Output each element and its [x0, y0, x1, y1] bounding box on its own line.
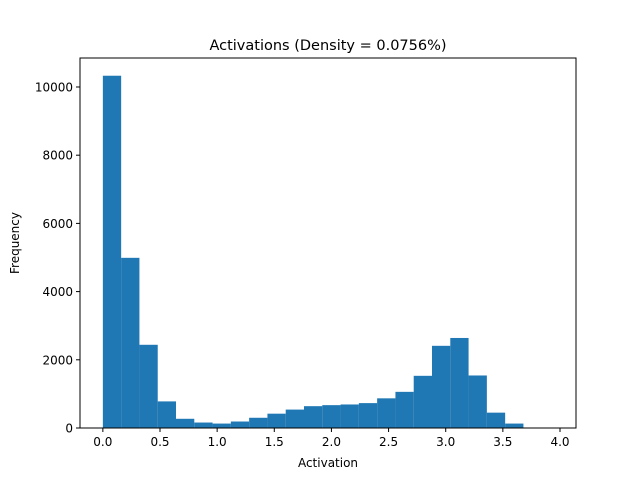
- histogram-bar: [139, 344, 158, 428]
- x-tick-label: 3.0: [436, 435, 455, 449]
- histogram-bar: [267, 413, 286, 428]
- histogram-bar: [358, 403, 378, 428]
- x-axis-label: Activation: [298, 456, 358, 470]
- histogram-bar: [450, 337, 469, 428]
- y-tick-label: 4000: [42, 285, 73, 299]
- histogram-bar: [212, 423, 231, 428]
- y-tick-label: 0: [65, 422, 73, 436]
- histogram-bar: [102, 75, 122, 428]
- x-axis: 0.0 0.5 1.0 1.5 2.0 2.5 3.0 3.5 4.0: [93, 428, 570, 449]
- y-tick-label: 10000: [35, 80, 73, 94]
- y-tick-label: 2000: [42, 353, 73, 367]
- histogram-bar: [432, 345, 451, 428]
- x-tick-label: 1.5: [265, 435, 284, 449]
- y-axis: 0 2000 4000 6000 8000 10000: [35, 80, 80, 436]
- histogram-bar: [486, 412, 506, 428]
- histogram-bar: [377, 398, 396, 428]
- histogram-bar: [395, 391, 414, 428]
- y-tick-label: 8000: [42, 149, 73, 163]
- histogram-bar: [176, 418, 195, 428]
- histogram-bar: [285, 409, 304, 428]
- x-tick-label: 0.0: [93, 435, 112, 449]
- x-tick-label: 4.0: [550, 435, 569, 449]
- histogram-bar: [340, 404, 359, 428]
- histogram-bar: [121, 257, 140, 428]
- histogram-bar: [304, 406, 323, 428]
- x-tick-label: 1.0: [208, 435, 227, 449]
- y-tick-label: 6000: [42, 217, 73, 231]
- x-tick-label: 2.5: [379, 435, 398, 449]
- histogram-bar: [413, 375, 432, 428]
- y-axis-label: Frequency: [8, 212, 22, 274]
- histogram-bar: [322, 405, 341, 428]
- x-tick-label: 3.5: [493, 435, 512, 449]
- histogram-bar: [194, 422, 213, 428]
- histogram-bar: [157, 401, 176, 428]
- x-tick-label: 0.5: [150, 435, 169, 449]
- histogram-bar: [468, 375, 487, 428]
- histogram-bar: [505, 423, 524, 428]
- histogram-bar: [249, 417, 268, 428]
- chart-title: Activations (Density = 0.0756%): [209, 38, 446, 54]
- x-tick-label: 2.0: [322, 435, 341, 449]
- histogram-bar: [230, 421, 250, 428]
- bars-group: [102, 75, 524, 428]
- plot-frame: [79, 57, 577, 429]
